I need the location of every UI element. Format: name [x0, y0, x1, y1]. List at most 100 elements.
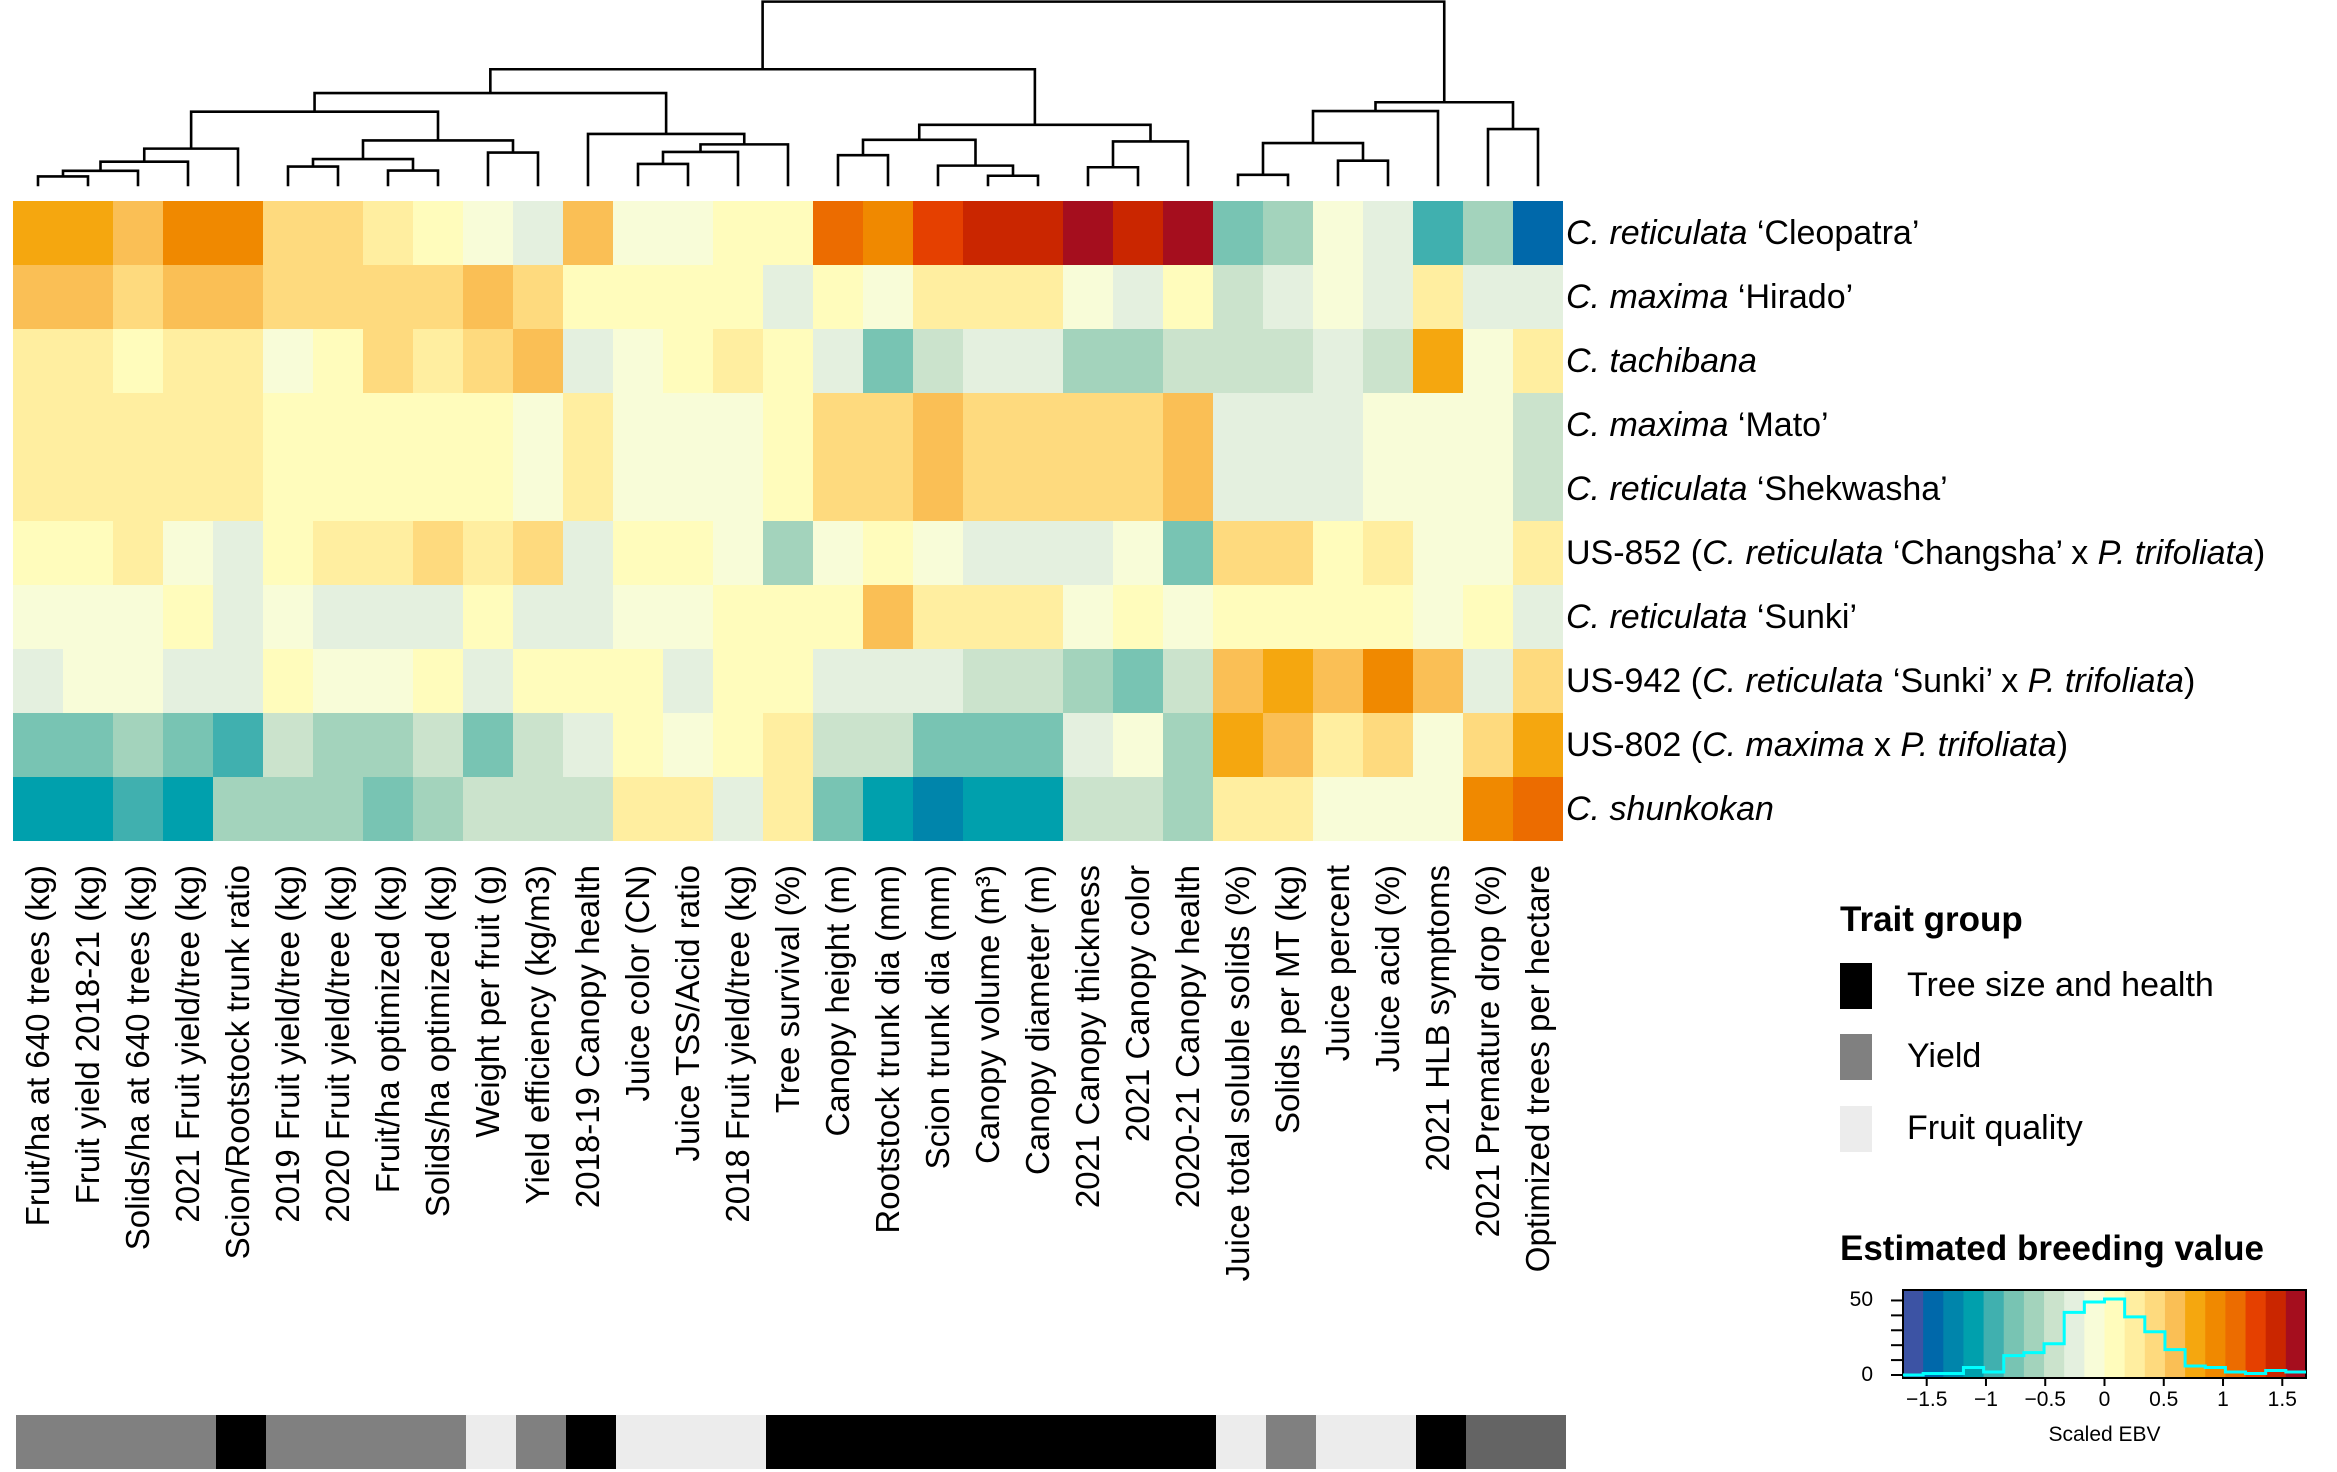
heatmap-cell — [1163, 585, 1213, 649]
heatmap-cell — [1163, 329, 1213, 393]
heatmap-cell — [1463, 265, 1513, 329]
row-label: C. shunkokan — [1566, 777, 1774, 841]
color-key-bin — [2265, 1290, 2287, 1378]
heatmap-cell — [263, 713, 313, 777]
column-label: 2020 Fruit yield/tree (kg) — [319, 865, 356, 1223]
dendrogram-branch — [1238, 175, 1288, 186]
row-label: C. tachibana — [1566, 329, 1757, 393]
heatmap-cell — [1413, 201, 1463, 265]
heatmap-cell — [363, 777, 413, 841]
row-label: US-852 (C. reticulata ‘Changsha’ x P. tr… — [1566, 521, 2265, 585]
heatmap-cell — [913, 777, 963, 841]
heatmap-cell — [813, 393, 863, 457]
trait-group-swatch — [1840, 1034, 1872, 1080]
heatmap-cell — [1213, 649, 1263, 713]
dendrogram-branch — [838, 155, 888, 186]
heatmap-cell — [1463, 713, 1513, 777]
trait-group-cell — [666, 1415, 716, 1469]
heatmap-cell — [1163, 265, 1213, 329]
heatmap-cell — [763, 649, 813, 713]
heatmap-cell — [1263, 457, 1313, 521]
trait-group-cell — [816, 1415, 866, 1469]
heatmap-cell — [1013, 777, 1063, 841]
heatmap-cell — [463, 713, 513, 777]
heatmap-cell — [1263, 521, 1313, 585]
trait-group-cell — [716, 1415, 766, 1469]
trait-group-swatch — [1840, 1106, 1872, 1152]
heatmap-cell — [763, 713, 813, 777]
color-key-bin — [2003, 1290, 2025, 1378]
color-key-bin — [2104, 1290, 2126, 1378]
heatmap-cell — [963, 777, 1013, 841]
trait-group-cell — [16, 1415, 66, 1469]
heatmap-cell — [663, 393, 713, 457]
heatmap-cell — [863, 329, 913, 393]
row-label-segment: C. reticulata — [1702, 534, 1884, 572]
heatmap-cell — [863, 201, 913, 265]
color-key-bin — [1983, 1290, 2005, 1378]
heatmap-cell — [463, 457, 513, 521]
heatmap-cell — [1213, 201, 1263, 265]
dendrogram-branch — [988, 176, 1038, 186]
heatmap-cell — [163, 201, 213, 265]
heatmap-cell — [713, 713, 763, 777]
heatmap-cell — [1163, 713, 1213, 777]
heatmap-cell — [1163, 521, 1213, 585]
heatmap-cell — [563, 201, 613, 265]
row-label-segment: C. shunkokan — [1566, 790, 1774, 828]
color-key-bin — [2225, 1290, 2247, 1378]
heatmap-cell — [1063, 585, 1113, 649]
column-label: 2021 Canopy thickness — [1069, 865, 1106, 1209]
trait-group-cell — [616, 1415, 666, 1469]
heatmap-cell — [1413, 585, 1463, 649]
heatmap-cell — [813, 521, 863, 585]
heatmap-cell — [963, 201, 1013, 265]
dendrogram-branch — [315, 93, 667, 134]
heatmap-cell — [1063, 329, 1113, 393]
heatmap-cell — [813, 457, 863, 521]
heatmap-cell — [513, 521, 563, 585]
trait-group-cell — [1266, 1415, 1316, 1469]
row-label-segment: C. tachibana — [1566, 342, 1757, 380]
column-label: 2019 Fruit yield/tree (kg) — [269, 865, 306, 1223]
heatmap-cell — [1263, 265, 1313, 329]
heatmap-cell — [463, 393, 513, 457]
dendrogram-branch — [313, 159, 413, 170]
heatmap-cell — [613, 457, 663, 521]
trait-group-cell — [266, 1415, 316, 1469]
trait-group-cell — [916, 1415, 966, 1469]
heatmap-cell — [13, 585, 63, 649]
heatmap-cell — [563, 713, 613, 777]
column-label: Canopy volume (m³) — [969, 865, 1006, 1164]
row-label-segment: US-802 ( — [1566, 726, 1703, 764]
heatmap-cell — [913, 649, 963, 713]
heatmap-cell — [1313, 201, 1363, 265]
heatmap-cell — [363, 329, 413, 393]
heatmap-cell — [1413, 649, 1463, 713]
heatmap-cell — [413, 457, 463, 521]
heatmap-cell — [913, 713, 963, 777]
heatmap-cell — [513, 585, 563, 649]
trait-group-label: Fruit quality — [1907, 1109, 2083, 1147]
heatmap-cell — [963, 329, 1013, 393]
column-label: Solids/ha at 640 trees (kg) — [119, 865, 156, 1251]
trait-group-cell — [316, 1415, 366, 1469]
heatmap-cell — [13, 713, 63, 777]
row-label: US-802 (C. maxima x P. trifoliata) — [1566, 713, 2068, 777]
heatmap-cell — [863, 649, 913, 713]
heatmap-cell — [1263, 713, 1313, 777]
trait-group-cell — [66, 1415, 116, 1469]
heatmap-cell — [163, 713, 213, 777]
heatmap-cell — [113, 585, 163, 649]
heatmap-cell — [813, 585, 863, 649]
x-tick-label: −1.5 — [1905, 1388, 1948, 1411]
dendrogram-branch — [919, 125, 1150, 142]
heatmap-cell — [13, 777, 63, 841]
column-label: 2020-21 Canopy health — [1169, 865, 1206, 1209]
heatmap-cell — [613, 585, 663, 649]
heatmap-cell — [563, 265, 613, 329]
heatmap-cell — [863, 777, 913, 841]
dendrogram-branch — [63, 171, 138, 186]
heatmap-cell — [163, 585, 213, 649]
column-label: Juice TSS/Acid ratio — [669, 865, 706, 1162]
